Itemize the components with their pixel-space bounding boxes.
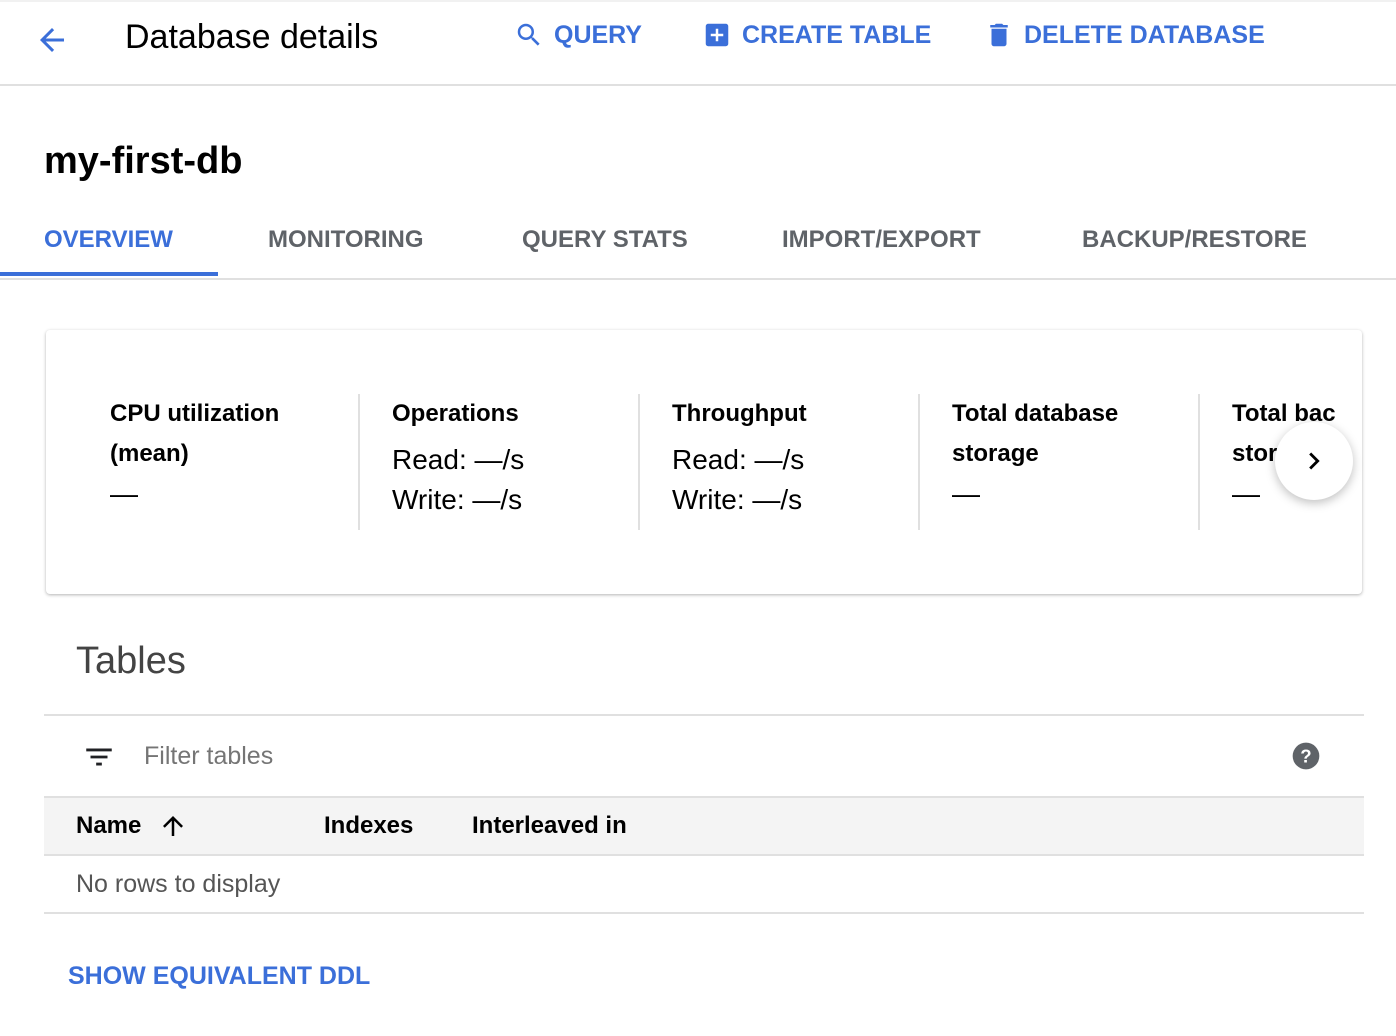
show-ddl-link[interactable]: SHOW EQUIVALENT DDL — [68, 962, 371, 990]
create-table-button[interactable]: CREATE TABLE — [702, 20, 931, 50]
table-header: Name Indexes Interleaved in — [44, 798, 1364, 856]
metric-label: (mean) — [110, 440, 189, 467]
search-icon — [517, 23, 540, 46]
query-button[interactable]: QUERY — [514, 20, 642, 50]
metric-label: Throughput — [672, 400, 807, 427]
svg-text:?: ? — [1300, 746, 1311, 767]
metric-value: — — [1232, 478, 1260, 509]
metric-write: Write: —/s — [672, 484, 803, 515]
metric-throughput: Throughput Read: —/s Write: —/s — [638, 394, 918, 530]
filter-icon — [86, 748, 112, 766]
metric-value: — — [952, 478, 980, 509]
metric-label: Operations — [392, 400, 519, 427]
metric-read: Read: —/s — [392, 444, 525, 475]
database-name: my-first-db — [44, 140, 243, 182]
trash-icon — [990, 23, 1008, 47]
metric-value: — — [110, 478, 138, 509]
scroll-next-button[interactable] — [1275, 422, 1353, 500]
metric-label: CPU utilization — [110, 400, 280, 427]
metric-label: storage — [952, 440, 1039, 467]
top-bar: Database details QUERY CREATE TABLE DELE… — [0, 0, 1396, 86]
tab-query-stats[interactable]: QUERY STATS — [522, 226, 688, 253]
metric-label: Total database — [952, 400, 1119, 427]
tables-heading: Tables — [76, 640, 186, 682]
metric-database-storage: Total database storage — — [918, 394, 1198, 530]
filter-tables-input[interactable]: Filter tables — [144, 742, 274, 770]
empty-message: No rows to display — [76, 870, 281, 898]
sort-ascending-icon[interactable] — [158, 811, 188, 841]
tab-monitoring[interactable]: MONITORING — [268, 226, 424, 253]
empty-row: No rows to display — [44, 856, 1364, 914]
help-icon[interactable]: ? — [1290, 740, 1322, 772]
tab-backup-restore[interactable]: BACKUP/RESTORE — [1082, 226, 1307, 253]
back-arrow-icon[interactable] — [34, 22, 70, 58]
filter-bar: Filter tables ? — [44, 714, 1364, 798]
tab-overview[interactable]: OVERVIEW — [44, 226, 173, 253]
metric-cpu: CPU utilization (mean) — — [78, 394, 358, 530]
delete-database-label: DELETE DATABASE — [1024, 20, 1265, 49]
delete-database-button[interactable]: DELETE DATABASE — [984, 20, 1265, 50]
query-label: QUERY — [554, 20, 642, 49]
add-box-icon — [705, 23, 729, 47]
metric-label: stor — [1232, 440, 1278, 467]
chevron-right-icon — [1309, 452, 1320, 470]
metric-write: Write: —/s — [392, 484, 523, 515]
metric-operations: Operations Read: —/s Write: —/s — [358, 394, 638, 530]
metric-read: Read: —/s — [672, 444, 805, 475]
create-table-label: CREATE TABLE — [742, 20, 932, 49]
tab-import-export[interactable]: IMPORT/EXPORT — [782, 226, 981, 253]
column-indexes[interactable]: Indexes — [324, 812, 414, 839]
column-interleaved-in[interactable]: Interleaved in — [472, 812, 627, 839]
metrics-card: CPU utilization (mean) — Operations Read… — [46, 330, 1362, 594]
column-name[interactable]: Name — [76, 812, 142, 839]
tab-bar: OVERVIEW MONITORING QUERY STATS IMPORT/E… — [0, 206, 1396, 280]
active-tab-indicator — [0, 272, 218, 276]
page-title: Database details — [125, 18, 379, 56]
